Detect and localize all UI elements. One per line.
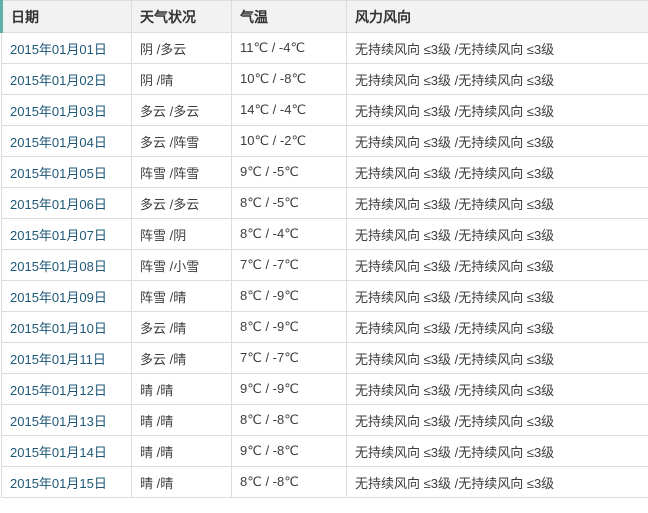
table-row: 2015年01月08日 阵雪 /小雪 7℃ / -7℃ 无持续风向 ≤3级 /无… xyxy=(1,249,648,281)
weather-cell: 晴 /晴 xyxy=(131,466,232,498)
temp-cell: 8℃ / -8℃ xyxy=(231,466,347,498)
date-link[interactable]: 2015年01月03日 xyxy=(10,103,107,119)
col-header-temp: 气温 xyxy=(231,0,347,33)
weather-cell: 阵雪 /晴 xyxy=(131,280,232,312)
date-cell: 2015年01月03日 xyxy=(1,94,132,126)
date-link[interactable]: 2015年01月11日 xyxy=(10,351,106,367)
date-cell: 2015年01月12日 xyxy=(1,373,132,405)
wind-cell: 无持续风向 ≤3级 /无持续风向 ≤3级 xyxy=(346,373,648,405)
temp-cell: 8℃ / -4℃ xyxy=(231,218,347,250)
table-row: 2015年01月03日 多云 /多云 14℃ / -4℃ 无持续风向 ≤3级 /… xyxy=(1,94,648,126)
wind-cell: 无持续风向 ≤3级 /无持续风向 ≤3级 xyxy=(346,218,648,250)
date-link[interactable]: 2015年01月14日 xyxy=(10,444,107,460)
date-cell: 2015年01月04日 xyxy=(1,125,132,157)
date-cell: 2015年01月10日 xyxy=(1,311,132,343)
table-row: 2015年01月13日 晴 /晴 8℃ / -8℃ 无持续风向 ≤3级 /无持续… xyxy=(1,404,648,436)
wind-cell: 无持续风向 ≤3级 /无持续风向 ≤3级 xyxy=(346,280,648,312)
weather-cell: 多云 /多云 xyxy=(131,94,232,126)
date-link[interactable]: 2015年01月12日 xyxy=(10,382,107,398)
date-cell: 2015年01月08日 xyxy=(1,249,132,281)
date-link[interactable]: 2015年01月02日 xyxy=(10,72,107,88)
wind-cell: 无持续风向 ≤3级 /无持续风向 ≤3级 xyxy=(346,435,648,467)
table-row: 2015年01月01日 阴 /多云 11℃ / -4℃ 无持续风向 ≤3级 /无… xyxy=(1,32,648,64)
table-row: 2015年01月06日 多云 /多云 8℃ / -5℃ 无持续风向 ≤3级 /无… xyxy=(1,187,648,219)
weather-cell: 多云 /晴 xyxy=(131,342,232,374)
table-row: 2015年01月07日 阵雪 /阴 8℃ / -4℃ 无持续风向 ≤3级 /无持… xyxy=(1,218,648,250)
date-cell: 2015年01月15日 xyxy=(1,466,132,498)
date-link[interactable]: 2015年01月08日 xyxy=(10,258,107,274)
date-link[interactable]: 2015年01月10日 xyxy=(10,320,107,336)
weather-cell: 阵雪 /小雪 xyxy=(131,249,232,281)
wind-cell: 无持续风向 ≤3级 /无持续风向 ≤3级 xyxy=(346,94,648,126)
date-link[interactable]: 2015年01月01日 xyxy=(10,41,107,57)
wind-cell: 无持续风向 ≤3级 /无持续风向 ≤3级 xyxy=(346,466,648,498)
weather-cell: 晴 /晴 xyxy=(131,404,232,436)
table-row: 2015年01月14日 晴 /晴 9℃ / -8℃ 无持续风向 ≤3级 /无持续… xyxy=(1,435,648,467)
temp-cell: 8℃ / -5℃ xyxy=(231,187,347,219)
temp-cell: 8℃ / -9℃ xyxy=(231,311,347,343)
date-cell: 2015年01月14日 xyxy=(1,435,132,467)
table-row: 2015年01月10日 多云 /晴 8℃ / -9℃ 无持续风向 ≤3级 /无持… xyxy=(1,311,648,343)
wind-cell: 无持续风向 ≤3级 /无持续风向 ≤3级 xyxy=(346,125,648,157)
temp-cell: 14℃ / -4℃ xyxy=(231,94,347,126)
weather-cell: 晴 /晴 xyxy=(131,435,232,467)
wind-cell: 无持续风向 ≤3级 /无持续风向 ≤3级 xyxy=(346,156,648,188)
temp-cell: 9℃ / -9℃ xyxy=(231,373,347,405)
temp-cell: 7℃ / -7℃ xyxy=(231,249,347,281)
weather-cell: 阵雪 /阵雪 xyxy=(131,156,232,188)
wind-cell: 无持续风向 ≤3级 /无持续风向 ≤3级 xyxy=(346,249,648,281)
wind-cell: 无持续风向 ≤3级 /无持续风向 ≤3级 xyxy=(346,187,648,219)
weather-cell: 多云 /晴 xyxy=(131,311,232,343)
weather-cell: 阴 /晴 xyxy=(131,63,232,95)
date-link[interactable]: 2015年01月06日 xyxy=(10,196,107,212)
table-row: 2015年01月02日 阴 /晴 10℃ / -8℃ 无持续风向 ≤3级 /无持… xyxy=(1,63,648,95)
date-link[interactable]: 2015年01月09日 xyxy=(10,289,107,305)
weather-cell: 阴 /多云 xyxy=(131,32,232,64)
date-cell: 2015年01月06日 xyxy=(1,187,132,219)
date-link[interactable]: 2015年01月13日 xyxy=(10,413,107,429)
wind-cell: 无持续风向 ≤3级 /无持续风向 ≤3级 xyxy=(346,32,648,64)
date-link[interactable]: 2015年01月07日 xyxy=(10,227,107,243)
table-row: 2015年01月11日 多云 /晴 7℃ / -7℃ 无持续风向 ≤3级 /无持… xyxy=(1,342,648,374)
date-cell: 2015年01月02日 xyxy=(1,63,132,95)
temp-cell: 10℃ / -8℃ xyxy=(231,63,347,95)
date-link[interactable]: 2015年01月04日 xyxy=(10,134,107,150)
date-cell: 2015年01月05日 xyxy=(1,156,132,188)
temp-cell: 8℃ / -8℃ xyxy=(231,404,347,436)
table-row: 2015年01月04日 多云 /阵雪 10℃ / -2℃ 无持续风向 ≤3级 /… xyxy=(1,125,648,157)
table-row: 2015年01月12日 晴 /晴 9℃ / -9℃ 无持续风向 ≤3级 /无持续… xyxy=(1,373,648,405)
wind-cell: 无持续风向 ≤3级 /无持续风向 ≤3级 xyxy=(346,404,648,436)
temp-cell: 10℃ / -2℃ xyxy=(231,125,347,157)
table-row: 2015年01月15日 晴 /晴 8℃ / -8℃ 无持续风向 ≤3级 /无持续… xyxy=(1,466,648,498)
table-row: 2015年01月05日 阵雪 /阵雪 9℃ / -5℃ 无持续风向 ≤3级 /无… xyxy=(1,156,648,188)
date-link[interactable]: 2015年01月05日 xyxy=(10,165,107,181)
weather-cell: 多云 /多云 xyxy=(131,187,232,219)
date-cell: 2015年01月01日 xyxy=(1,32,132,64)
date-cell: 2015年01月07日 xyxy=(1,218,132,250)
weather-history-table: 日期 天气状况 气温 风力风向 2015年01月01日 阴 /多云 11℃ / … xyxy=(0,0,648,498)
wind-cell: 无持续风向 ≤3级 /无持续风向 ≤3级 xyxy=(346,311,648,343)
col-header-date: 日期 xyxy=(0,0,132,33)
temp-cell: 9℃ / -8℃ xyxy=(231,435,347,467)
col-header-wind: 风力风向 xyxy=(346,0,648,33)
temp-cell: 9℃ / -5℃ xyxy=(231,156,347,188)
temp-cell: 11℃ / -4℃ xyxy=(231,32,347,64)
header-row: 日期 天气状况 气温 风力风向 xyxy=(0,0,648,33)
weather-cell: 多云 /阵雪 xyxy=(131,125,232,157)
weather-cell: 阵雪 /阴 xyxy=(131,218,232,250)
weather-cell: 晴 /晴 xyxy=(131,373,232,405)
date-cell: 2015年01月09日 xyxy=(1,280,132,312)
wind-cell: 无持续风向 ≤3级 /无持续风向 ≤3级 xyxy=(346,63,648,95)
table-body: 2015年01月01日 阴 /多云 11℃ / -4℃ 无持续风向 ≤3级 /无… xyxy=(1,32,648,498)
temp-cell: 7℃ / -7℃ xyxy=(231,342,347,374)
table-header: 日期 天气状况 气温 风力风向 xyxy=(0,0,648,33)
temp-cell: 8℃ / -9℃ xyxy=(231,280,347,312)
date-link[interactable]: 2015年01月15日 xyxy=(10,475,107,491)
date-cell: 2015年01月13日 xyxy=(1,404,132,436)
date-cell: 2015年01月11日 xyxy=(1,342,132,374)
wind-cell: 无持续风向 ≤3级 /无持续风向 ≤3级 xyxy=(346,342,648,374)
table-row: 2015年01月09日 阵雪 /晴 8℃ / -9℃ 无持续风向 ≤3级 /无持… xyxy=(1,280,648,312)
col-header-weather: 天气状况 xyxy=(131,0,232,33)
